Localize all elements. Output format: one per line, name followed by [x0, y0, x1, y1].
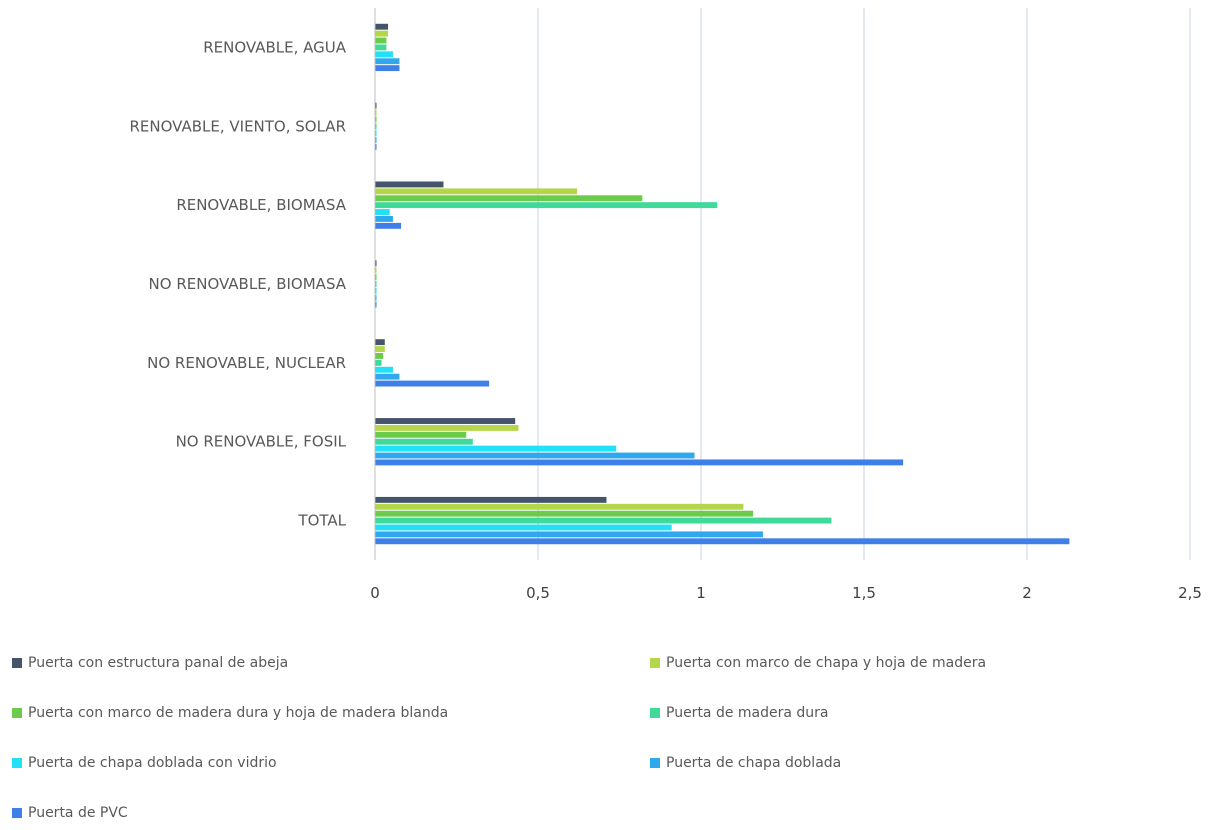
bar: [375, 459, 903, 465]
legend-label: Puerta de chapa doblada con vidrio: [28, 755, 277, 771]
x-tick-label: 0,5: [526, 584, 550, 602]
legend-label: Puerta con marco de chapa y hoja de made…: [666, 655, 986, 671]
legend-label: Puerta de madera dura: [666, 705, 829, 721]
bar: [375, 188, 577, 194]
legend-swatch: [12, 708, 22, 718]
bar: [375, 58, 399, 64]
bar: [375, 209, 390, 215]
bar: [375, 432, 466, 438]
legend-item: Puerta con marco de madera dura y hoja d…: [12, 705, 448, 721]
legend-swatch: [12, 758, 22, 768]
legend-item: Puerta con marco de chapa y hoja de made…: [650, 655, 986, 671]
legend-item: Puerta de chapa doblada: [650, 755, 841, 771]
bar: [375, 504, 743, 510]
legend-item: Puerta de madera dura: [650, 705, 829, 721]
category-labels: RENOVABLE, AGUA RENOVABLE, VIENTO, SOLAR R…: [130, 38, 347, 529]
x-tick-label: 1: [696, 584, 706, 602]
bar: [375, 24, 388, 30]
legend-item: Puerta con estructura panal de abeja: [12, 655, 288, 671]
bar: [375, 538, 1069, 544]
bar: [375, 346, 385, 352]
legend-swatch: [650, 658, 660, 668]
legend-label: Puerta con marco de madera dura y hoja d…: [28, 705, 448, 721]
bar: [375, 381, 489, 387]
bar: [375, 418, 515, 424]
bar: [375, 181, 443, 187]
bar: [375, 195, 642, 201]
legend-item: Puerta de PVC: [12, 805, 128, 821]
bar: [375, 497, 606, 503]
bar: [375, 202, 717, 208]
x-tick-label: 2,5: [1178, 584, 1202, 602]
x-tick-label: 2: [1022, 584, 1032, 602]
category-label: RENOVABLE, BIOMASA: [176, 196, 346, 214]
gridlines: [538, 8, 1190, 560]
legend-item: Puerta de chapa doblada con vidrio: [12, 755, 277, 771]
bar: [375, 518, 831, 524]
category-label: NO RENOVABLE, FOSIL: [176, 433, 347, 451]
bar: [375, 65, 399, 71]
bar-chart: RENOVABLE, AGUA RENOVABLE, VIENTO, SOLAR R…: [0, 0, 1208, 650]
bar: [375, 216, 393, 222]
bar: [375, 439, 473, 445]
category-label: RENOVABLE, VIENTO, SOLAR: [130, 117, 347, 135]
x-tick-label: 1,5: [852, 584, 876, 602]
bar: [375, 511, 753, 517]
x-tick-label: 0: [370, 584, 380, 602]
legend-swatch: [650, 708, 660, 718]
bar: [375, 38, 386, 44]
category-label: RENOVABLE, AGUA: [203, 38, 346, 56]
bars: [375, 24, 1069, 544]
legend-swatch: [12, 658, 22, 668]
bar: [375, 353, 383, 359]
legend-label: Puerta de PVC: [28, 805, 128, 821]
legend: Puerta con estructura panal de abeja Puer…: [12, 655, 1202, 830]
bar: [375, 51, 393, 57]
bar: [375, 339, 385, 345]
legend-label: Puerta con estructura panal de abeja: [28, 655, 288, 671]
category-label: TOTAL: [297, 512, 346, 530]
legend-label: Puerta de chapa doblada: [666, 755, 841, 771]
bar: [375, 367, 393, 373]
bar: [375, 453, 694, 459]
legend-swatch: [650, 758, 660, 768]
legend-swatch: [12, 808, 22, 818]
bar: [375, 525, 672, 531]
bar: [375, 360, 382, 366]
bar: [375, 446, 616, 452]
bar: [375, 223, 401, 229]
category-label: NO RENOVABLE, NUCLEAR: [147, 354, 346, 372]
bar: [375, 374, 399, 380]
bar: [375, 425, 518, 431]
x-tick-labels: 0 0,5 1 1,5 2 2,5: [370, 584, 1202, 602]
category-label: NO RENOVABLE, BIOMASA: [149, 275, 347, 293]
bar: [375, 531, 763, 537]
bar: [375, 44, 386, 50]
bar: [375, 31, 388, 37]
